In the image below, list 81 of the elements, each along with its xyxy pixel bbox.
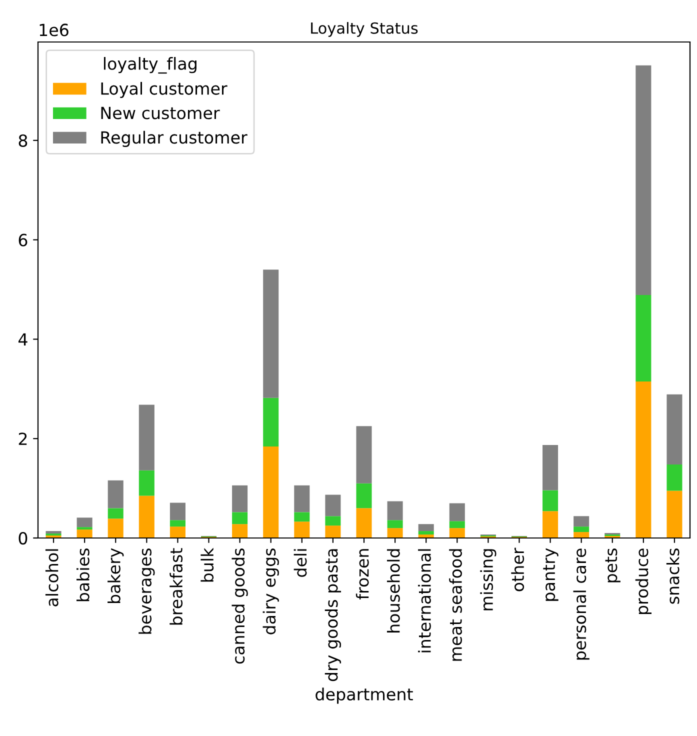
legend-label: Loyal customer (101, 82, 228, 98)
bar (449, 528, 465, 538)
bar (108, 508, 124, 519)
x-tick-label: frozen (356, 549, 369, 600)
x-tick-label: alcohol (45, 549, 58, 606)
bar (356, 508, 372, 538)
y-tick-label: 4 (18, 333, 28, 346)
bar (325, 516, 341, 526)
bar (418, 531, 434, 535)
bar (542, 490, 558, 512)
bar (108, 480, 124, 508)
chart-title: Loyalty Status (311, 22, 418, 37)
x-tick-label: deli (294, 549, 307, 577)
bar (232, 524, 248, 538)
bar (294, 522, 310, 538)
y-tick-label: 6 (18, 234, 28, 246)
bar (387, 501, 403, 520)
bar (666, 394, 682, 464)
bar (542, 511, 558, 538)
x-tick-label: meat seafood (449, 549, 462, 661)
bar (263, 446, 279, 538)
bar (108, 518, 124, 538)
bar (542, 445, 558, 490)
bar (666, 464, 682, 491)
bar (387, 520, 403, 528)
x-tick-label: bakery (108, 548, 124, 604)
bar (170, 526, 186, 538)
x-tick-label: beverages (138, 548, 155, 634)
bar (636, 65, 652, 295)
legend-title: loyalty_flag (104, 57, 196, 74)
x-tick-label: snacks (666, 548, 680, 604)
bar (574, 532, 590, 538)
bar (170, 520, 186, 527)
bar (418, 524, 434, 532)
bar (232, 485, 248, 512)
x-tick-label: missing (480, 549, 496, 610)
bar (636, 381, 652, 538)
bar (263, 270, 279, 398)
bar (170, 502, 186, 520)
x-tick-label: dry goods pasta (324, 549, 342, 682)
bar (138, 496, 154, 538)
x-tick-label: household (386, 549, 400, 632)
bar (138, 470, 154, 496)
bar (449, 503, 465, 522)
bar (387, 528, 403, 538)
bar (76, 527, 92, 530)
text: 1e6 (40, 24, 68, 36)
bar (76, 518, 92, 528)
x-tick-label: pets (605, 548, 620, 582)
bar (76, 530, 92, 538)
bar (356, 483, 372, 508)
x-tick-label: breakfast (170, 548, 183, 625)
bar (325, 526, 341, 538)
bar (46, 531, 62, 534)
bar (138, 404, 154, 470)
bar (356, 426, 372, 484)
bar (294, 485, 310, 512)
bar (666, 490, 682, 538)
x-tick-label: international (418, 549, 431, 652)
x-tick-label: babies (76, 548, 90, 602)
y-tick-label: 8 (18, 134, 28, 147)
x-tick-label: produce (635, 548, 652, 614)
x-tick-label: bulk (200, 548, 214, 582)
legend-label: New customer (101, 106, 220, 120)
x-tick-label: dairy eggs (262, 548, 279, 634)
bar (574, 526, 590, 532)
x-tick-label: canned goods (232, 548, 248, 664)
x-tick-label: pantry (543, 548, 558, 601)
y-tick-label: 0 (18, 532, 28, 545)
bar (636, 294, 652, 382)
bar (232, 512, 248, 524)
y-tick-label: 2 (18, 432, 27, 445)
bar (325, 494, 341, 516)
x-axis-title: department (316, 688, 413, 704)
bar (449, 521, 465, 528)
legend-label: Regular customer (101, 130, 248, 147)
bar (294, 512, 310, 522)
bar (574, 516, 590, 527)
x-tick-label: personal care (573, 548, 590, 660)
x-tick-label: other (511, 548, 524, 592)
bar (263, 398, 279, 447)
